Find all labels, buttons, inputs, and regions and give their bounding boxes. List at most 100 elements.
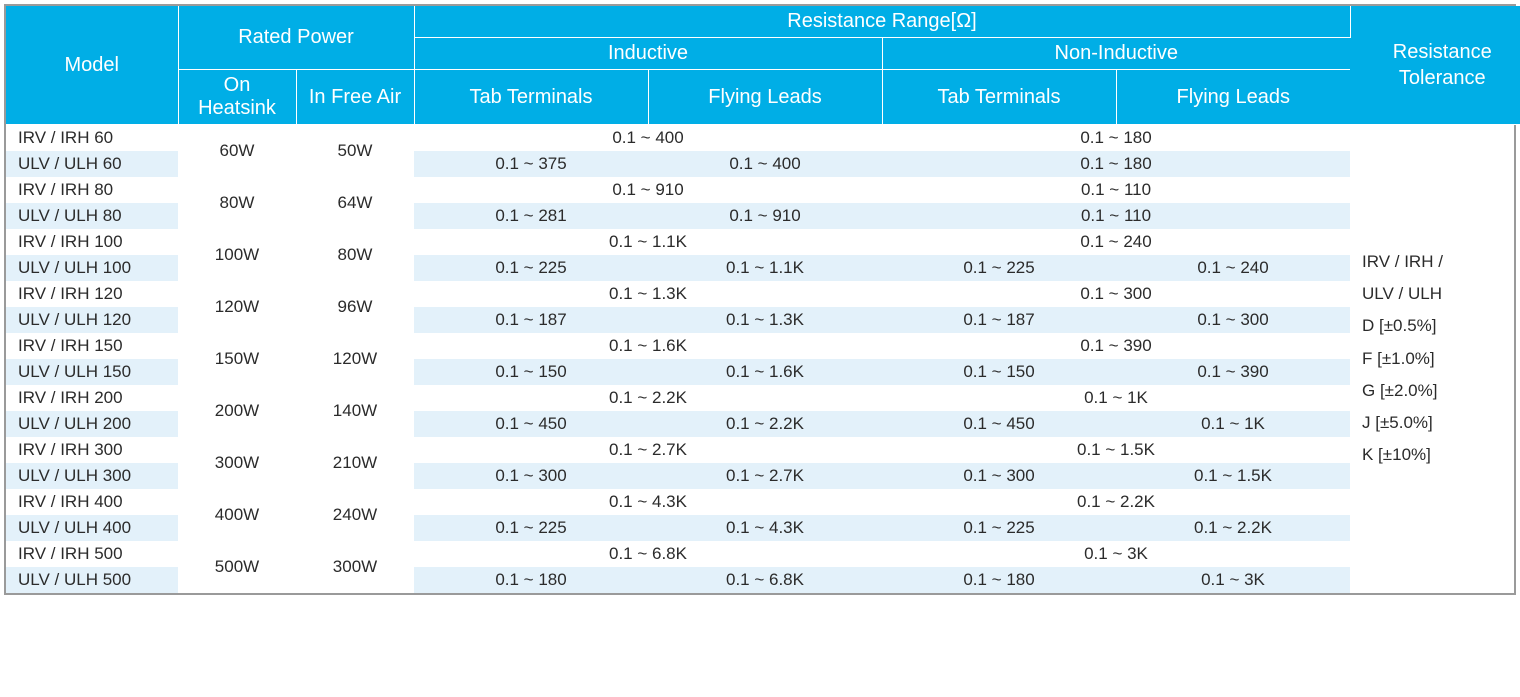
cell-model: ULV / ULH 500 (6, 567, 178, 593)
cell-free-air: 210W (296, 437, 414, 489)
cell-ind-span: 0.1 ~ 1.6K (414, 333, 882, 359)
cell-model: IRV / IRH 200 (6, 385, 178, 411)
cell-ind-fly: 0.1 ~ 1.3K (648, 307, 882, 333)
cell-non-span: 0.1 ~ 3K (882, 541, 1350, 567)
cell-heatsink: 150W (178, 333, 296, 385)
hdr-in-free-air: In Free Air (296, 70, 414, 125)
cell-non-tab: 0.1 ~ 187 (882, 307, 1116, 333)
cell-model: IRV / IRH 150 (6, 333, 178, 359)
cell-non-tab: 0.1 ~ 450 (882, 411, 1116, 437)
cell-non-fly: 0.1 ~ 3K (1116, 567, 1350, 593)
hdr-non-tab: Tab Terminals (882, 70, 1116, 125)
table-row: IRV / IRH 6060W50W0.1 ~ 4000.1 ~ 180IRV … (6, 125, 1520, 151)
hdr-non-inductive: Non-Inductive (882, 38, 1350, 70)
cell-model: IRV / IRH 300 (6, 437, 178, 463)
cell-model: ULV / ULH 400 (6, 515, 178, 541)
cell-non-fly: 0.1 ~ 240 (1116, 255, 1350, 281)
cell-non-tab: 0.1 ~ 225 (882, 255, 1116, 281)
cell-ind-fly: 0.1 ~ 1.1K (648, 255, 882, 281)
cell-ind-span: 0.1 ~ 1.3K (414, 281, 882, 307)
cell-ind-fly: 0.1 ~ 2.7K (648, 463, 882, 489)
cell-free-air: 80W (296, 229, 414, 281)
cell-free-air: 300W (296, 541, 414, 593)
table-row: IRV / IRH 8080W64W0.1 ~ 9100.1 ~ 110 (6, 177, 1520, 203)
cell-model: IRV / IRH 500 (6, 541, 178, 567)
cell-ind-span: 0.1 ~ 1.1K (414, 229, 882, 255)
cell-non-span: 0.1 ~ 1.5K (882, 437, 1350, 463)
cell-model: IRV / IRH 100 (6, 229, 178, 255)
hdr-ind-tab: Tab Terminals (414, 70, 648, 125)
table-header: Model Rated Power Resistance Range[Ω] Re… (6, 6, 1520, 125)
cell-model: ULV / ULH 300 (6, 463, 178, 489)
table-row: IRV / IRH 150150W120W0.1 ~ 1.6K0.1 ~ 390 (6, 333, 1520, 359)
hdr-resistance-tolerance: Resistance Tolerance (1350, 6, 1520, 125)
cell-tolerance: IRV / IRH /ULV / ULHD [±0.5%]F [±1.0%]G … (1350, 125, 1520, 593)
cell-non-span: 0.1 ~ 110 (882, 203, 1350, 229)
cell-ind-fly: 0.1 ~ 1.6K (648, 359, 882, 385)
hdr-ind-fly: Flying Leads (648, 70, 882, 125)
table-row: IRV / IRH 300300W210W0.1 ~ 2.7K0.1 ~ 1.5… (6, 437, 1520, 463)
cell-free-air: 96W (296, 281, 414, 333)
cell-non-tab: 0.1 ~ 150 (882, 359, 1116, 385)
cell-ind-tab: 0.1 ~ 281 (414, 203, 648, 229)
cell-non-span: 0.1 ~ 110 (882, 177, 1350, 203)
cell-ind-tab: 0.1 ~ 187 (414, 307, 648, 333)
table-row: IRV / IRH 400400W240W0.1 ~ 4.3K0.1 ~ 2.2… (6, 489, 1520, 515)
hdr-rated-power: Rated Power (178, 6, 414, 70)
cell-ind-tab: 0.1 ~ 450 (414, 411, 648, 437)
hdr-model: Model (6, 6, 178, 125)
table-row: IRV / IRH 500500W300W0.1 ~ 6.8K0.1 ~ 3K (6, 541, 1520, 567)
cell-non-fly: 0.1 ~ 2.2K (1116, 515, 1350, 541)
hdr-on-heatsink: On Heatsink (178, 70, 296, 125)
table-row: IRV / IRH 120120W96W0.1 ~ 1.3K0.1 ~ 300 (6, 281, 1520, 307)
hdr-inductive: Inductive (414, 38, 882, 70)
cell-ind-span: 0.1 ~ 400 (414, 125, 882, 151)
cell-ind-span: 0.1 ~ 2.7K (414, 437, 882, 463)
cell-non-span: 0.1 ~ 180 (882, 151, 1350, 177)
resistor-spec-table: Model Rated Power Resistance Range[Ω] Re… (4, 4, 1516, 595)
cell-model: ULV / ULH 80 (6, 203, 178, 229)
cell-heatsink: 500W (178, 541, 296, 593)
cell-ind-span: 0.1 ~ 2.2K (414, 385, 882, 411)
table-row: IRV / IRH 200200W140W0.1 ~ 2.2K0.1 ~ 1K (6, 385, 1520, 411)
cell-heatsink: 60W (178, 125, 296, 177)
cell-ind-tab: 0.1 ~ 150 (414, 359, 648, 385)
table-row: IRV / IRH 100100W80W0.1 ~ 1.1K0.1 ~ 240 (6, 229, 1520, 255)
cell-model: IRV / IRH 120 (6, 281, 178, 307)
cell-free-air: 50W (296, 125, 414, 177)
cell-non-fly: 0.1 ~ 1K (1116, 411, 1350, 437)
cell-free-air: 120W (296, 333, 414, 385)
cell-heatsink: 120W (178, 281, 296, 333)
cell-heatsink: 100W (178, 229, 296, 281)
cell-free-air: 240W (296, 489, 414, 541)
table-body: IRV / IRH 6060W50W0.1 ~ 4000.1 ~ 180IRV … (6, 125, 1520, 593)
cell-model: IRV / IRH 80 (6, 177, 178, 203)
cell-model: IRV / IRH 400 (6, 489, 178, 515)
cell-ind-span: 0.1 ~ 6.8K (414, 541, 882, 567)
cell-non-fly: 0.1 ~ 1.5K (1116, 463, 1350, 489)
cell-ind-tab: 0.1 ~ 180 (414, 567, 648, 593)
cell-non-tab: 0.1 ~ 300 (882, 463, 1116, 489)
cell-non-span: 0.1 ~ 300 (882, 281, 1350, 307)
cell-model: ULV / ULH 100 (6, 255, 178, 281)
cell-non-tab: 0.1 ~ 180 (882, 567, 1116, 593)
cell-non-tab: 0.1 ~ 225 (882, 515, 1116, 541)
cell-ind-span: 0.1 ~ 910 (414, 177, 882, 203)
cell-heatsink: 400W (178, 489, 296, 541)
cell-ind-tab: 0.1 ~ 375 (414, 151, 648, 177)
cell-ind-fly: 0.1 ~ 4.3K (648, 515, 882, 541)
cell-non-fly: 0.1 ~ 390 (1116, 359, 1350, 385)
cell-ind-fly: 0.1 ~ 2.2K (648, 411, 882, 437)
cell-non-span: 0.1 ~ 1K (882, 385, 1350, 411)
hdr-non-fly: Flying Leads (1116, 70, 1350, 125)
cell-ind-span: 0.1 ~ 4.3K (414, 489, 882, 515)
spec-table: Model Rated Power Resistance Range[Ω] Re… (6, 6, 1520, 593)
cell-non-span: 0.1 ~ 390 (882, 333, 1350, 359)
cell-ind-fly: 0.1 ~ 400 (648, 151, 882, 177)
cell-non-span: 0.1 ~ 2.2K (882, 489, 1350, 515)
cell-model: IRV / IRH 60 (6, 125, 178, 151)
cell-model: ULV / ULH 200 (6, 411, 178, 437)
cell-model: ULV / ULH 150 (6, 359, 178, 385)
cell-free-air: 140W (296, 385, 414, 437)
cell-heatsink: 80W (178, 177, 296, 229)
